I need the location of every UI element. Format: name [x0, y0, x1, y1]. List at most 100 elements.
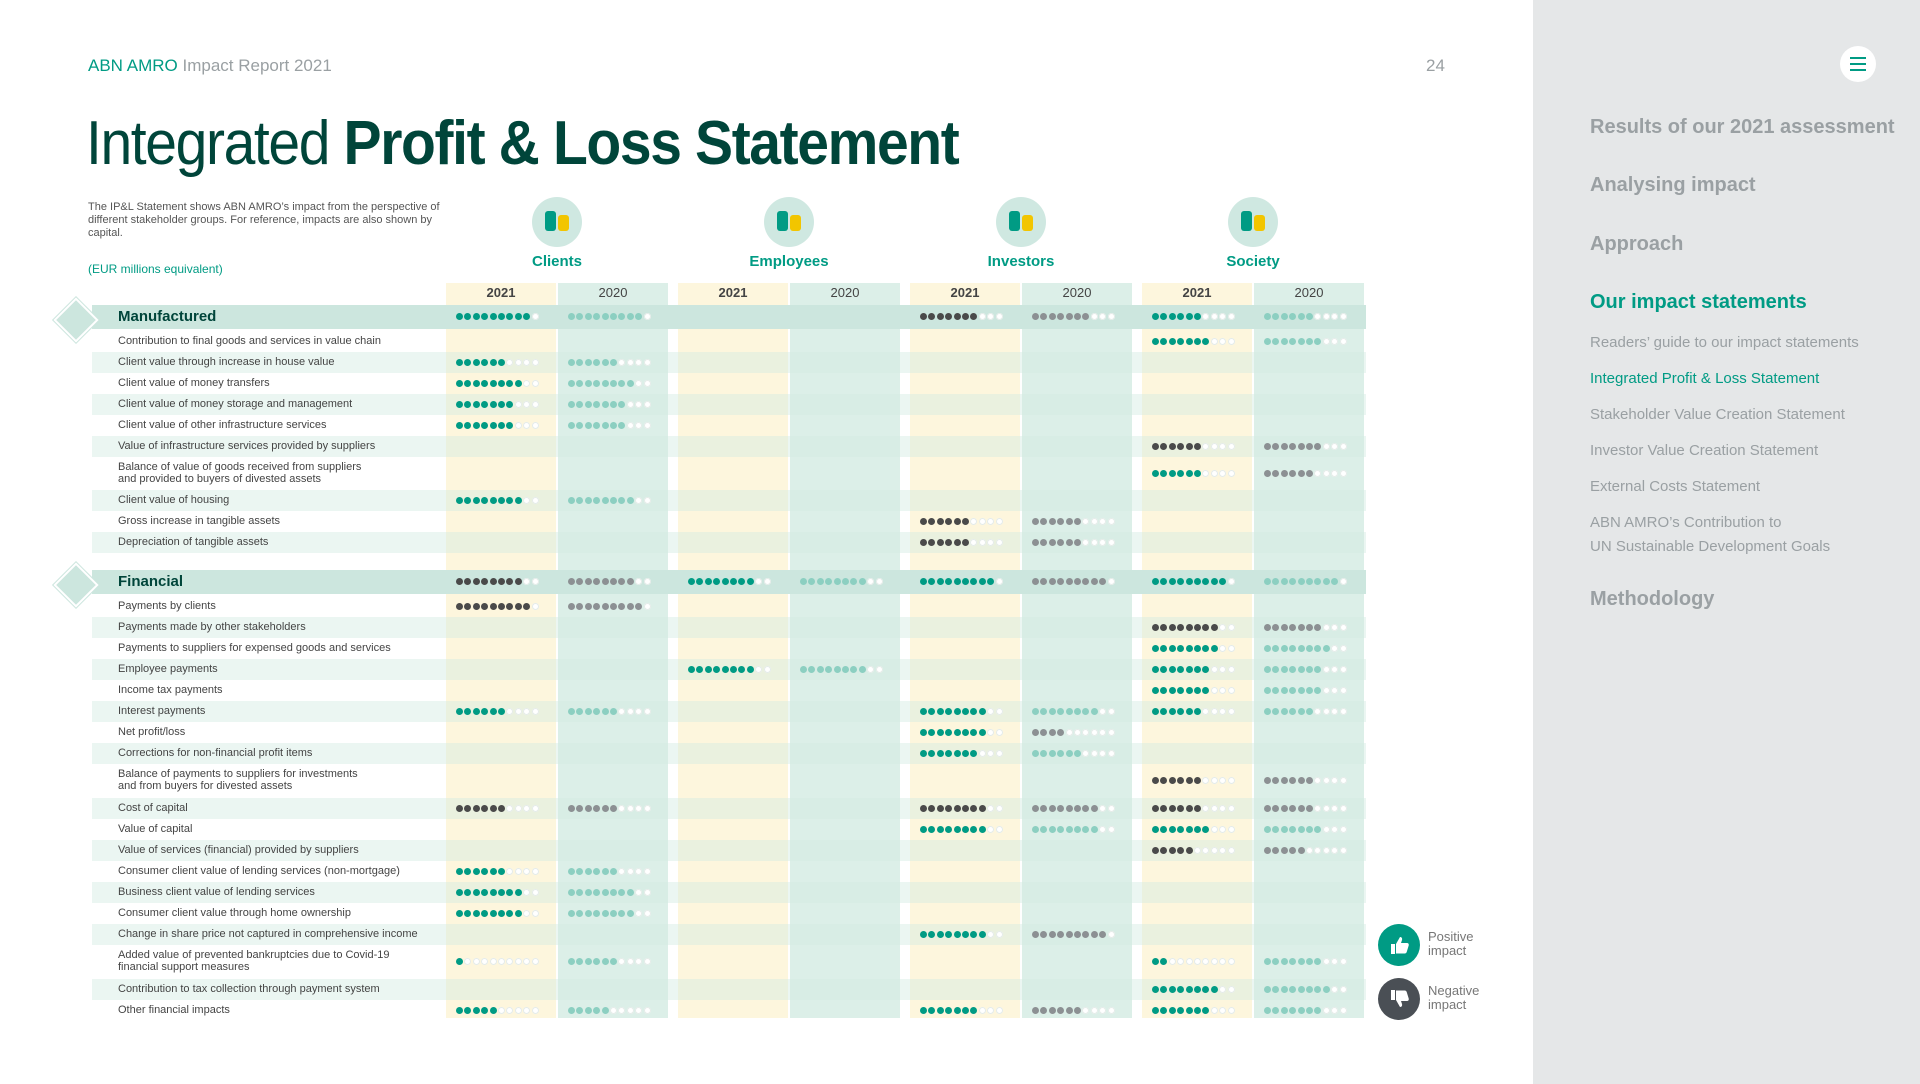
- filled-dot: [1065, 539, 1073, 546]
- empty-dot: [1210, 958, 1218, 965]
- brand-name: ABN AMRO: [88, 56, 178, 75]
- filled-dot: [1160, 338, 1168, 345]
- row-label: Contribution to final goods and services…: [118, 335, 381, 347]
- filled-dot: [1305, 666, 1313, 673]
- filled-dot: [833, 578, 841, 585]
- investor-icon: [996, 197, 1046, 247]
- filled-dot: [1065, 313, 1073, 320]
- empty-dot: [531, 313, 539, 320]
- empty-dot: [1082, 750, 1090, 757]
- impact-dots: [456, 889, 540, 899]
- filled-dot: [1305, 958, 1313, 965]
- filled-dot: [1289, 443, 1297, 450]
- filled-dot: [1272, 708, 1280, 715]
- empty-dot: [1339, 624, 1347, 631]
- filled-dot: [1314, 958, 1322, 965]
- empty-dot: [875, 578, 883, 585]
- filled-dot: [601, 359, 609, 366]
- impact-dots: [920, 931, 1004, 941]
- filled-dot: [1289, 826, 1297, 833]
- impact-dots: [1264, 826, 1348, 836]
- row-label: Value of services (financial) provided b…: [118, 844, 359, 856]
- row-label-line: Client value of money storage and manage…: [118, 398, 353, 410]
- row-label: Added value of prevented bankruptcies du…: [118, 949, 390, 973]
- filled-dot: [825, 666, 833, 673]
- filled-dot: [472, 313, 480, 320]
- filled-dot: [1168, 986, 1176, 993]
- empty-dot: [987, 750, 995, 757]
- filled-dot: [464, 422, 472, 429]
- impact-dots: [1152, 338, 1236, 348]
- empty-dot: [867, 578, 875, 585]
- filled-dot: [1314, 578, 1322, 585]
- filled-dot: [514, 889, 522, 896]
- filled-dot: [1048, 729, 1056, 736]
- empty-dot: [978, 1007, 986, 1014]
- filled-dot: [928, 518, 936, 525]
- filled-dot: [1289, 777, 1297, 784]
- empty-dot: [1322, 826, 1330, 833]
- impact-dots: [568, 910, 652, 920]
- filled-dot: [584, 603, 592, 610]
- filled-dot: [472, 380, 480, 387]
- filled-dot: [1314, 1007, 1322, 1014]
- filled-dot: [970, 931, 978, 938]
- nav-item-external-costs-statement[interactable]: External Costs Statement: [1590, 475, 1760, 499]
- nav-item-methodology[interactable]: Methodology: [1590, 588, 1714, 611]
- filled-dot: [1082, 313, 1090, 320]
- empty-dot: [1193, 958, 1201, 965]
- empty-dot: [987, 805, 995, 812]
- filled-dot: [1152, 805, 1159, 812]
- nav-item-stakeholder-value-creation-statement[interactable]: Stakeholder Value Creation Statement: [1590, 403, 1845, 427]
- filled-dot: [833, 666, 841, 673]
- nav-item-approach[interactable]: Approach: [1590, 233, 1683, 256]
- nav-item-our-impact-statements[interactable]: Our impact statements: [1590, 291, 1807, 314]
- empty-dot: [987, 708, 995, 715]
- row-label-line: Balance of value of goods received from …: [118, 461, 362, 473]
- filled-dot: [618, 497, 626, 504]
- impact-dots: [688, 666, 772, 676]
- filled-dot: [481, 380, 489, 387]
- empty-dot: [1339, 470, 1347, 477]
- empty-dot: [635, 708, 643, 715]
- filled-dot: [609, 422, 617, 429]
- filled-dot: [729, 578, 737, 585]
- row-label: Manufactured: [118, 309, 216, 325]
- filled-dot: [704, 666, 712, 673]
- filled-dot: [601, 805, 609, 812]
- nav-item-integrated-profit-loss-statement[interactable]: Integrated Profit & Loss Statement: [1590, 367, 1819, 391]
- filled-dot: [945, 539, 953, 546]
- filled-dot: [1057, 805, 1065, 812]
- empty-dot: [1107, 826, 1115, 833]
- filled-dot: [506, 313, 514, 320]
- impact-dots: [568, 401, 652, 411]
- nav-item-abn-amro-s-contribution-to[interactable]: ABN AMRO’s Contribution to UN Sustainable…: [1590, 511, 1830, 559]
- empty-dot: [1322, 624, 1330, 631]
- filled-dot: [464, 380, 472, 387]
- filled-dot: [928, 539, 936, 546]
- filled-dot: [576, 401, 584, 408]
- filled-dot: [1297, 645, 1305, 652]
- filled-dot: [961, 805, 969, 812]
- filled-dot: [1272, 443, 1280, 450]
- filled-dot: [1185, 470, 1193, 477]
- filled-dot: [936, 708, 944, 715]
- menu-button[interactable]: [1840, 46, 1876, 82]
- row-label: Interest payments: [118, 705, 205, 717]
- filled-dot: [514, 497, 522, 504]
- filled-dot: [584, 578, 592, 585]
- nav-item-investor-value-creation-statement[interactable]: Investor Value Creation Statement: [1590, 439, 1818, 463]
- nav-item-readers-guide-to-our-impact-statements[interactable]: Readers’ guide to our impact statements: [1590, 331, 1859, 355]
- filled-dot: [1073, 931, 1081, 938]
- filled-dot: [601, 708, 609, 715]
- nav-item-analysing-impact[interactable]: Analysing impact: [1590, 174, 1756, 197]
- filled-dot: [1305, 313, 1313, 320]
- empty-dot: [1099, 826, 1107, 833]
- filled-dot: [576, 958, 584, 965]
- filled-dot: [456, 1007, 463, 1014]
- filled-dot: [1032, 729, 1039, 736]
- empty-dot: [626, 868, 634, 875]
- nav-item-results-of-our-2021-assessment[interactable]: Results of our 2021 assessment: [1590, 116, 1895, 139]
- filled-dot: [489, 889, 497, 896]
- filled-dot: [1177, 708, 1185, 715]
